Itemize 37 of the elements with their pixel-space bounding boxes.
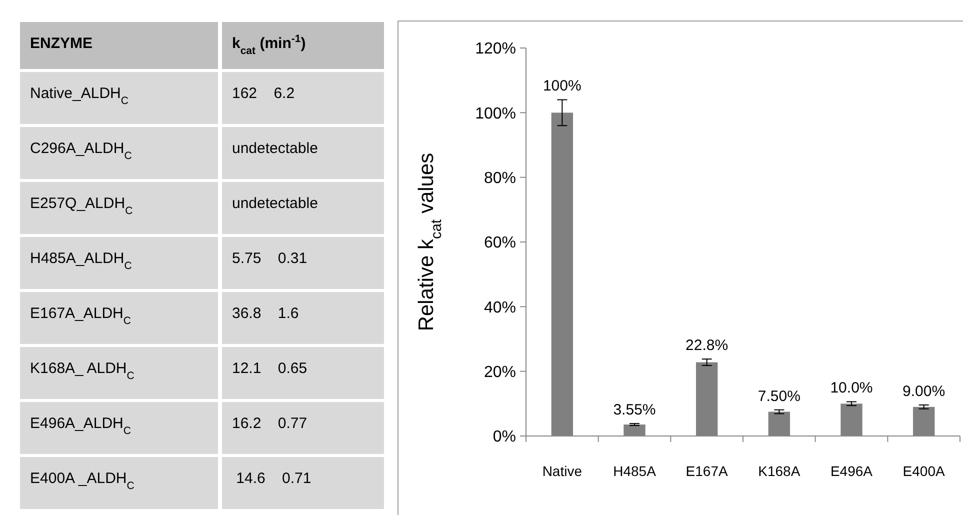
text: undetectable	[232, 195, 318, 212]
text: E167A_ALDH$_{C}$	[30, 305, 131, 327]
y-tick-label: 120%	[475, 40, 516, 58]
y-tick-label: 100%	[475, 105, 516, 122]
text: E257Q_ALDH$_{C}$	[30, 195, 133, 217]
text: C296A_ALDH$_{C}$	[30, 140, 132, 162]
data-label: 10.0%	[830, 380, 873, 397]
y-tick-label: 0%	[492, 428, 516, 446]
text: 162 6.2	[232, 85, 295, 102]
text: 16.2 0.77	[232, 415, 308, 432]
text: undetectable	[232, 140, 318, 157]
y-tick-label: 80%	[484, 170, 516, 187]
category-label: k$_{cat}$ (min$^{-1}$)	[232, 33, 306, 57]
x-tick-label: H485A	[613, 463, 657, 479]
data-label: 100%	[542, 78, 582, 95]
data-label: 3.55%	[613, 402, 656, 419]
text: 36.8 1.6	[232, 305, 299, 322]
y-tick-label: 20%	[484, 364, 516, 381]
data-label: 7.50%	[758, 388, 800, 405]
y-tick-label: 40%	[484, 299, 516, 316]
category-label: ENZYME	[30, 35, 93, 52]
data-label: 22.8%	[686, 337, 728, 354]
data-label: 9.00%	[902, 382, 946, 400]
text: 14.6 0.71	[236, 470, 312, 487]
y-tick-label: 60%	[484, 234, 516, 252]
x-tick-label: E167A	[686, 463, 729, 479]
x-tick-label: K168A	[758, 463, 801, 479]
text: 12.1 0.65	[232, 360, 308, 377]
text: K168A_ ALDH$_{C}$	[30, 360, 134, 382]
text: 5.75 0.31	[232, 250, 308, 267]
x-tick-label: E496A	[830, 463, 874, 479]
text: E400A _ALDH$_{C}$	[30, 470, 134, 492]
text: E496A_ALDH$_{C}$	[30, 415, 131, 437]
text: Native_ALDH$_{C}$	[30, 85, 128, 107]
x-tick-label: E400A	[902, 463, 946, 479]
x-tick-label: Native	[542, 463, 582, 479]
text: H485A_ALDH$_{C}$	[30, 250, 132, 272]
